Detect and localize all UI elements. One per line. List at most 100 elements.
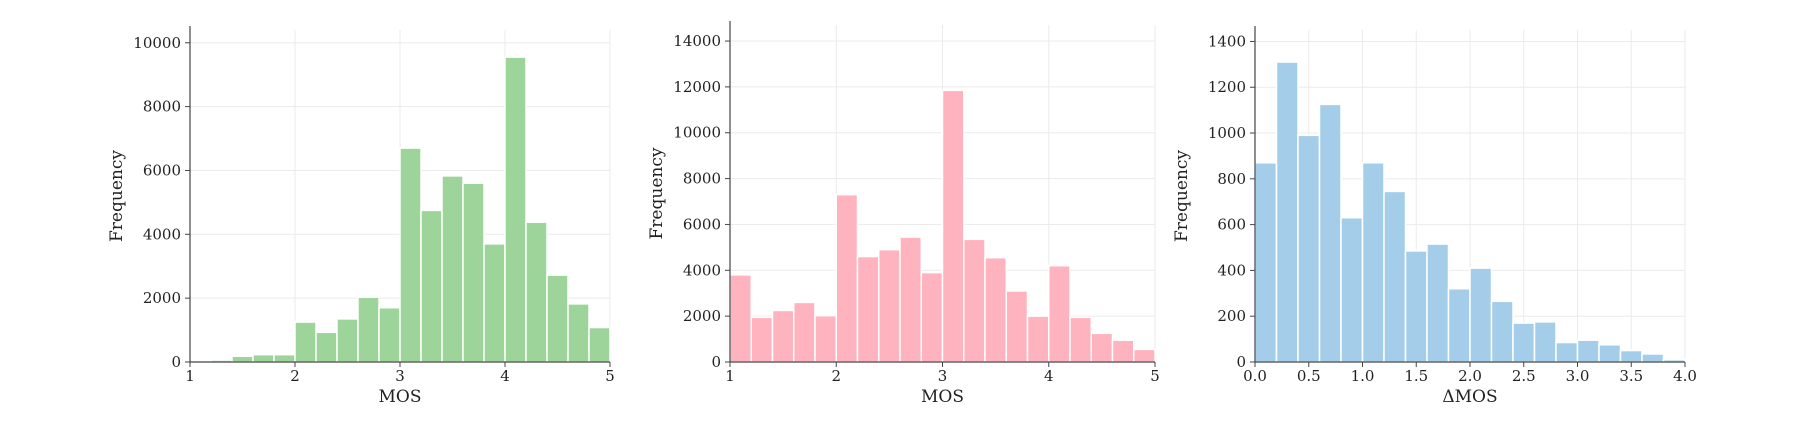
histogram-bar bbox=[941, 89, 965, 363]
histogram-bar bbox=[1619, 349, 1643, 363]
histogram-bar bbox=[1598, 344, 1622, 363]
x-axis-label: MOS bbox=[921, 387, 964, 407]
histogram-bar bbox=[1318, 103, 1342, 363]
x-tick-label: 4.0 bbox=[1673, 367, 1697, 385]
histogram-bar bbox=[483, 243, 506, 363]
y-tick-label: 12000 bbox=[673, 78, 721, 96]
histogram-bar bbox=[1133, 348, 1156, 363]
histogram-bar bbox=[1026, 315, 1050, 363]
x-tick-label: 1 bbox=[185, 367, 195, 385]
histogram-bar bbox=[1383, 190, 1407, 363]
histogram-bar bbox=[1469, 267, 1493, 363]
x-tick-label: 0.0 bbox=[1243, 367, 1267, 385]
histogram-bar bbox=[920, 271, 944, 363]
histogram-bar bbox=[1533, 321, 1557, 363]
histogram-bar bbox=[546, 274, 569, 363]
histogram-bar bbox=[1254, 162, 1278, 363]
y-tick-label: 6000 bbox=[683, 215, 721, 233]
histogram-bar bbox=[1512, 322, 1536, 363]
y-tick-label: 800 bbox=[1217, 170, 1246, 188]
x-tick-label: 5 bbox=[605, 367, 615, 385]
x-tick-label: 2.5 bbox=[1512, 367, 1536, 385]
chart-1: 1 2 3 4 5 0 2000 4000 6000 8000 10000 MOS Frequency bbox=[107, 26, 615, 407]
x-tick-label: 1.5 bbox=[1404, 367, 1428, 385]
x-tick-label: 1.0 bbox=[1351, 367, 1375, 385]
y-tick-label: 0 bbox=[1236, 353, 1246, 371]
histogram-bar bbox=[856, 255, 880, 363]
histogram-bar bbox=[729, 274, 752, 363]
histogram-bar bbox=[1555, 341, 1579, 363]
histogram-bar bbox=[399, 147, 422, 363]
y-tick-label: 0 bbox=[171, 353, 181, 371]
histogram-bar bbox=[899, 236, 922, 363]
histogram-bar bbox=[878, 248, 901, 363]
histogram-bar bbox=[814, 314, 837, 363]
y-tick-label: 10000 bbox=[133, 34, 181, 52]
x-tick-label: 5 bbox=[1150, 367, 1160, 385]
histogram-bar bbox=[771, 309, 795, 363]
histogram-bar bbox=[231, 355, 254, 363]
y-tick-label: 2000 bbox=[143, 289, 181, 307]
histogram-bar bbox=[750, 316, 774, 363]
y-tick-label: 600 bbox=[1217, 216, 1246, 234]
y-tick-label: 6000 bbox=[143, 161, 181, 179]
y-tick-label: 0 bbox=[711, 353, 721, 371]
histogram-bar bbox=[1005, 290, 1029, 363]
y-tick-label: 200 bbox=[1217, 307, 1246, 325]
histogram-bar bbox=[1447, 287, 1471, 363]
y-axis-label: Frequency bbox=[107, 150, 127, 242]
y-axis-label: Frequency bbox=[1172, 150, 1192, 242]
histogram-bar bbox=[315, 331, 338, 363]
y-tick-label: 14000 bbox=[673, 32, 721, 50]
histogram-bar bbox=[793, 301, 816, 363]
histogram-bar bbox=[294, 321, 317, 363]
histogram-bar bbox=[504, 56, 527, 363]
histogram-bar bbox=[1048, 264, 1071, 363]
x-tick-label: 4 bbox=[1044, 367, 1054, 385]
histogram-bar bbox=[567, 303, 590, 363]
histogram-bar bbox=[1641, 353, 1665, 363]
histogram-bar bbox=[1069, 316, 1092, 363]
x-tick-label: 4 bbox=[500, 367, 510, 385]
x-tick-label: 0.5 bbox=[1297, 367, 1321, 385]
histogram-bar bbox=[252, 353, 275, 363]
x-tick-label: 2.0 bbox=[1458, 367, 1482, 385]
histogram-bar bbox=[1275, 61, 1299, 363]
y-tick-label: 8000 bbox=[143, 98, 181, 116]
histogram-bar bbox=[273, 353, 296, 363]
chart-2: 1 2 3 4 5 0 2000 4000 6000 8000 10000 12000 14000 MOS… bbox=[647, 21, 1160, 407]
x-tick-label: 2 bbox=[831, 367, 841, 385]
y-tick-label: 10000 bbox=[673, 124, 721, 142]
histogram-bar bbox=[1090, 332, 1114, 363]
histogram-bar bbox=[357, 296, 380, 363]
histogram-bar bbox=[1111, 339, 1135, 363]
histogram-bar bbox=[1340, 217, 1364, 363]
histogram-bar bbox=[588, 326, 611, 363]
y-tick-label: 1200 bbox=[1208, 78, 1246, 96]
histogram-bar bbox=[420, 209, 443, 363]
histogram-bar bbox=[378, 306, 401, 363]
histogram-bar bbox=[336, 318, 359, 363]
x-axis-label: ΔMOS bbox=[1442, 387, 1497, 407]
y-tick-label: 1000 bbox=[1208, 124, 1246, 142]
y-tick-label: 8000 bbox=[683, 170, 721, 188]
y-axis-label: Frequency bbox=[647, 147, 667, 239]
histogram-bar bbox=[462, 182, 485, 363]
x-tick-label: 3.5 bbox=[1619, 367, 1643, 385]
x-tick-label: 2 bbox=[290, 367, 300, 385]
histogram-bar bbox=[963, 238, 986, 363]
y-tick-label: 2000 bbox=[683, 307, 721, 325]
y-tick-label: 4000 bbox=[683, 261, 721, 279]
histogram-bar bbox=[984, 256, 1007, 363]
y-tick-label: 4000 bbox=[143, 225, 181, 243]
chart-3: 0.0 0.5 1.0 1.5 2.0 2.5 3.0 3.5 4.0 0 200 400 600 800… bbox=[1172, 26, 1697, 407]
y-tick-label: 400 bbox=[1217, 261, 1246, 279]
x-tick-label: 3.0 bbox=[1566, 367, 1590, 385]
histogram-bar bbox=[525, 221, 548, 363]
histogram-bar bbox=[441, 175, 464, 363]
histogram-bar bbox=[1426, 243, 1450, 363]
histogram-bar bbox=[1576, 339, 1600, 363]
histogram-bar bbox=[1404, 250, 1428, 363]
y-tick-label: 1400 bbox=[1208, 32, 1246, 50]
x-tick-label: 1 bbox=[725, 367, 735, 385]
